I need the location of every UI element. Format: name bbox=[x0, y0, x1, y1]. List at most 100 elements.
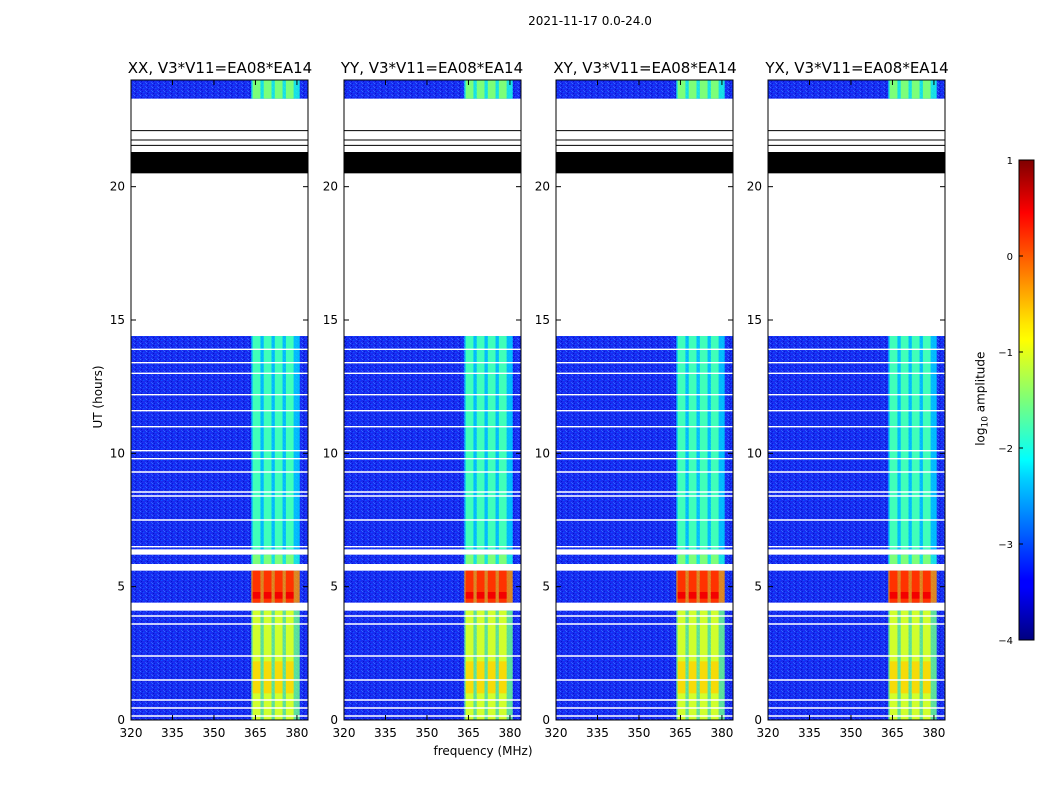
hot-spot bbox=[911, 581, 920, 590]
hot-spot bbox=[699, 581, 708, 590]
hot-spot bbox=[476, 592, 485, 599]
colorbar-tick-label: −1 bbox=[998, 348, 1013, 359]
hot-spot bbox=[900, 581, 909, 590]
hot-spot bbox=[274, 581, 283, 590]
bright-channel bbox=[498, 80, 507, 99]
hot-spot bbox=[498, 581, 507, 590]
x-tick-label: 365 bbox=[244, 726, 267, 740]
bright-channel bbox=[285, 336, 294, 550]
colorbar-tick-label: −3 bbox=[998, 540, 1013, 551]
bright-channel bbox=[487, 80, 496, 99]
warm-spot bbox=[710, 661, 719, 694]
black-band bbox=[556, 152, 733, 174]
bright-channel bbox=[252, 554, 261, 564]
colorbar-tick-label: −4 bbox=[998, 636, 1013, 647]
bright-channel bbox=[677, 80, 686, 99]
bright-channel bbox=[688, 336, 697, 550]
warm-spot bbox=[677, 661, 686, 694]
y-tick-label: 0 bbox=[117, 713, 125, 727]
warm-spot bbox=[922, 661, 931, 694]
warm-spot bbox=[699, 661, 708, 694]
x-tick-label: 350 bbox=[840, 726, 863, 740]
bright-channel bbox=[263, 554, 272, 564]
hot-spot bbox=[274, 592, 283, 599]
y-tick-label: 0 bbox=[754, 713, 762, 727]
bright-channel bbox=[677, 554, 686, 564]
x-tick-label: 350 bbox=[416, 726, 439, 740]
bright-channel bbox=[498, 554, 507, 564]
x-tick-label: 380 bbox=[285, 726, 308, 740]
hot-spot bbox=[889, 592, 898, 599]
hot-spot bbox=[487, 581, 496, 590]
bright-channel bbox=[922, 336, 931, 550]
warm-spot bbox=[263, 661, 272, 694]
warm-spot bbox=[911, 661, 920, 694]
bright-channel bbox=[476, 554, 485, 564]
y-tick-label: 10 bbox=[747, 446, 762, 460]
colorbar-gradient bbox=[1018, 159, 1035, 641]
y-tick-label: 20 bbox=[747, 180, 762, 194]
colorbar-tick-label: 1 bbox=[1007, 156, 1013, 167]
x-tick-label: 320 bbox=[120, 726, 143, 740]
y-tick-label: 20 bbox=[535, 180, 550, 194]
panel-title-yx: YX, V3*V11=EA08*EA14 bbox=[765, 59, 949, 77]
bright-channel bbox=[922, 80, 931, 99]
bright-channel bbox=[252, 336, 261, 550]
warm-spot bbox=[465, 661, 474, 694]
y-tick-label: 15 bbox=[323, 313, 338, 327]
x-axis-label: frequency (MHz) bbox=[433, 744, 533, 758]
bright-channel bbox=[465, 336, 474, 550]
hot-spot bbox=[285, 592, 294, 599]
panel-xy: 0 5 10 15 20 320 335 350 365 380 bbox=[535, 79, 734, 740]
hot-spot bbox=[900, 592, 909, 599]
warm-spot bbox=[487, 661, 496, 694]
x-tick-label: 335 bbox=[798, 726, 821, 740]
x-tick-label: 320 bbox=[545, 726, 568, 740]
bright-channel bbox=[498, 336, 507, 550]
y-tick-label: 0 bbox=[330, 713, 338, 727]
y-tick-label: 20 bbox=[110, 180, 125, 194]
black-band bbox=[131, 152, 308, 174]
colorbar: 1 0 −1 −2 −3 −4 bbox=[998, 156, 1035, 647]
bright-channel bbox=[285, 554, 294, 564]
warm-spot bbox=[476, 661, 485, 694]
axes-frame bbox=[130, 79, 309, 721]
warm-spot bbox=[274, 661, 283, 694]
y-tick-label: 10 bbox=[535, 446, 550, 460]
bright-channel bbox=[465, 80, 474, 99]
y-tick-label: 20 bbox=[323, 180, 338, 194]
bright-channel bbox=[922, 554, 931, 564]
data-region bbox=[556, 554, 733, 564]
bright-channel bbox=[274, 554, 283, 564]
hot-spot bbox=[710, 592, 719, 599]
panel-yx: 0 5 10 15 20 320 335 350 365 380 bbox=[747, 79, 946, 740]
colorbar-tick-label: −2 bbox=[998, 444, 1013, 455]
warm-spot bbox=[252, 661, 261, 694]
bright-channel bbox=[465, 554, 474, 564]
bright-channel bbox=[911, 80, 920, 99]
bright-channel bbox=[889, 80, 898, 99]
warm-spot bbox=[688, 661, 697, 694]
y-tick-label: 5 bbox=[754, 580, 762, 594]
figure-title: 2021-11-17 0.0-24.0 bbox=[528, 14, 652, 28]
hot-spot bbox=[688, 592, 697, 599]
panel-title-xx: XX, V3*V11=EA08*EA14 bbox=[127, 59, 313, 77]
y-tick-label: 10 bbox=[323, 446, 338, 460]
hot-spot bbox=[465, 581, 474, 590]
bright-channel bbox=[900, 80, 909, 99]
x-tick-label: 320 bbox=[333, 726, 356, 740]
y-tick-label: 15 bbox=[110, 313, 125, 327]
x-tick-label: 365 bbox=[881, 726, 904, 740]
bright-channel bbox=[487, 336, 496, 550]
bright-channel bbox=[900, 336, 909, 550]
warm-spot bbox=[285, 661, 294, 694]
black-band bbox=[344, 152, 521, 174]
bright-channel bbox=[710, 80, 719, 99]
x-tick-label: 380 bbox=[710, 726, 733, 740]
hot-spot bbox=[498, 592, 507, 599]
hot-spot bbox=[263, 581, 272, 590]
bright-channel bbox=[699, 336, 708, 550]
y-tick-label: 15 bbox=[535, 313, 550, 327]
bright-channel bbox=[900, 554, 909, 564]
x-tick-label: 335 bbox=[374, 726, 397, 740]
